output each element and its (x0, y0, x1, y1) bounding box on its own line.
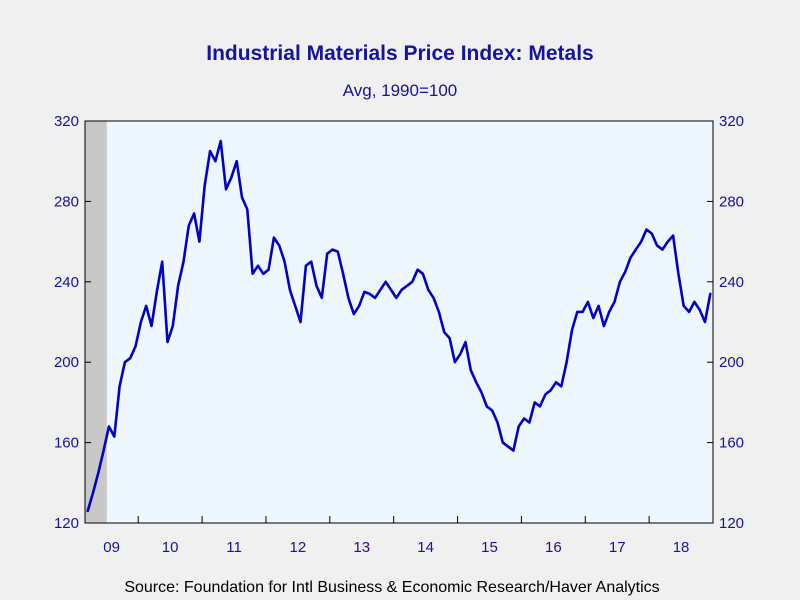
plot-frame (84, 120, 714, 524)
plot-area (84, 120, 714, 524)
source-note: Source: Foundation for Intl Business & E… (124, 579, 659, 596)
x-tick-label: 17 (609, 539, 626, 556)
left-y-axis: 120 160 200 240 280 320 (54, 113, 91, 532)
y-tick-label: 200 (54, 354, 79, 371)
y-tick-label: 240 (54, 274, 79, 291)
y-tick-label: 200 (719, 354, 744, 371)
y-tick-label: 160 (54, 435, 79, 452)
x-tick-label: 14 (417, 539, 434, 556)
recession-shading (85, 121, 107, 523)
series-line (86, 139, 712, 513)
right-y-axis: 120 160 200 240 280 320 (707, 113, 744, 532)
x-tick-label: 18 (673, 539, 690, 556)
x-tick-label: 10 (162, 539, 179, 556)
y-tick-label: 320 (54, 113, 79, 130)
y-tick-label: 120 (54, 515, 79, 532)
chart-title: Industrial Materials Price Index: Metals (206, 42, 593, 65)
x-tick-label: 12 (290, 539, 307, 556)
x-tick-label: 11 (226, 539, 242, 556)
y-tick-label: 160 (719, 435, 744, 452)
x-axis: 09 10 11 12 13 14 15 16 17 18 (103, 516, 689, 556)
x-tick-label: 13 (353, 539, 370, 556)
x-tick-label: 09 (103, 539, 120, 556)
y-tick-label: 280 (54, 193, 79, 210)
x-tick-label: 15 (481, 539, 498, 556)
y-tick-label: 120 (719, 515, 744, 532)
x-tick-label: 16 (545, 539, 562, 556)
y-tick-label: 320 (719, 113, 744, 130)
y-tick-label: 240 (719, 274, 744, 291)
chart-subtitle: Avg, 1990=100 (343, 81, 458, 100)
y-tick-label: 280 (719, 193, 744, 210)
